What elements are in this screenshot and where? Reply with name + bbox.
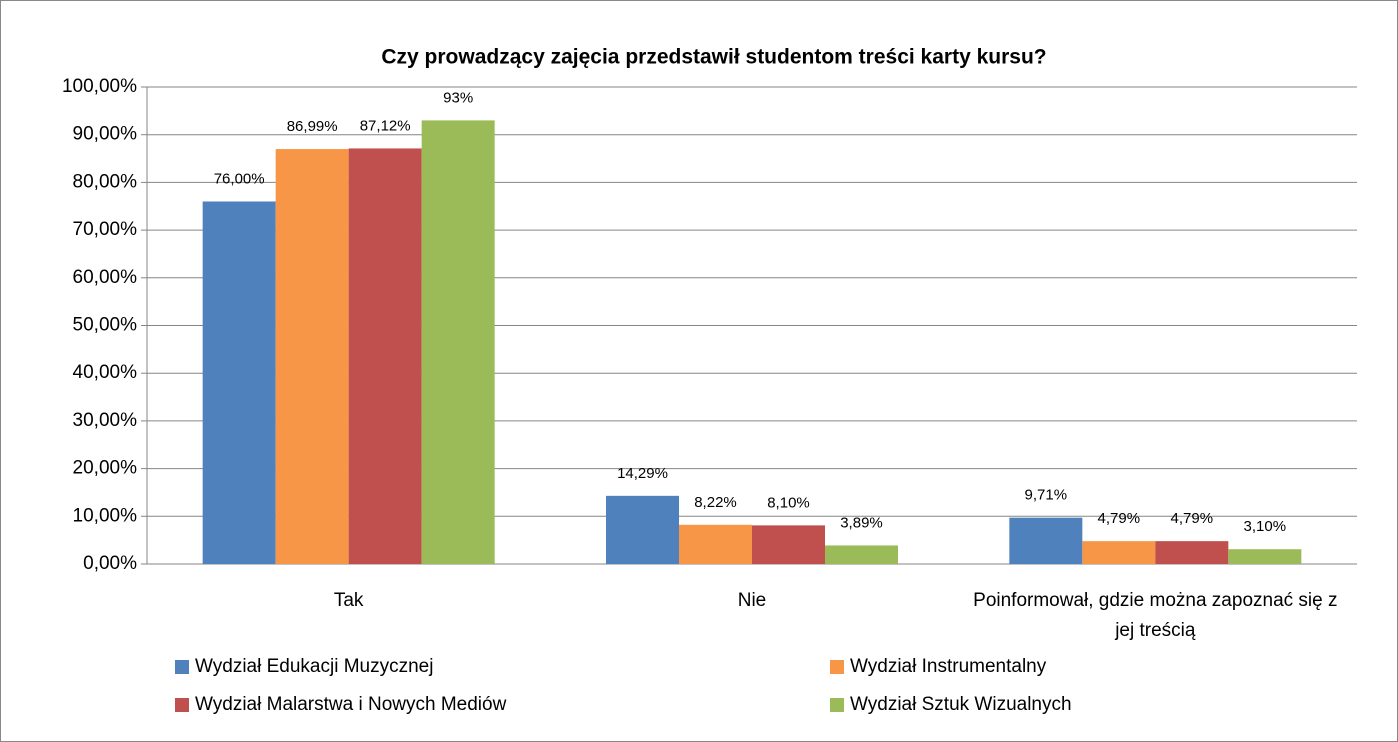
- bar: [679, 524, 752, 564]
- legend-swatch: [175, 660, 189, 674]
- bar: [752, 525, 825, 564]
- legend-swatch: [175, 698, 189, 712]
- bar: [202, 201, 276, 565]
- x-tick-label: Tak: [333, 590, 364, 611]
- y-tick-label: 10,00%: [73, 505, 138, 526]
- y-tick-label: 90,00%: [73, 124, 138, 145]
- y-tick-label: 40,00%: [73, 362, 138, 383]
- y-tick-label: 80,00%: [73, 171, 138, 192]
- legend-label: Wydział Instrumentalny: [850, 656, 1047, 677]
- bar: [1228, 549, 1302, 564]
- data-label: 86,99%: [287, 118, 338, 135]
- y-tick-label: 60,00%: [73, 267, 138, 288]
- data-label: 14,29%: [617, 465, 668, 482]
- y-tick-label: 30,00%: [73, 410, 138, 431]
- legend-label: Wydział Sztuk Wizualnych: [850, 694, 1072, 715]
- legend-label: Wydział Edukacji Muzycznej: [195, 656, 433, 677]
- legend-swatch: [830, 698, 844, 712]
- data-label: 4,79%: [1171, 510, 1214, 527]
- y-tick-label: 100,00%: [62, 76, 137, 97]
- bar: [825, 545, 898, 564]
- data-label: 76,00%: [214, 170, 265, 187]
- bar: [348, 148, 422, 564]
- bar: [1155, 541, 1229, 564]
- legend-label: Wydział Malarstwa i Nowych Mediów: [195, 694, 507, 715]
- data-label: 4,79%: [1098, 510, 1141, 527]
- y-tick-label: 50,00%: [73, 315, 138, 336]
- y-tick-label: 70,00%: [73, 219, 138, 240]
- chart-title: Czy prowadzący zajęcia przedstawił stude…: [381, 46, 1046, 69]
- bar: [606, 495, 679, 564]
- data-label: 9,71%: [1025, 487, 1068, 504]
- data-label: 8,10%: [767, 494, 810, 511]
- y-tick-label: 0,00%: [83, 553, 137, 574]
- data-label: 3,10%: [1244, 518, 1287, 535]
- y-tick-label: 20,00%: [73, 458, 138, 479]
- data-label: 3,89%: [840, 514, 883, 531]
- data-label: 93%: [443, 89, 473, 106]
- legend-swatch: [830, 660, 844, 674]
- bar: [421, 120, 495, 564]
- bar: [1082, 541, 1156, 564]
- x-tick-label: Poinformował, gdzie można zapoznać się z…: [973, 590, 1338, 641]
- bar: [1009, 517, 1083, 564]
- data-label: 8,22%: [694, 494, 737, 511]
- data-label: 87,12%: [360, 117, 411, 134]
- x-tick-label: Nie: [737, 590, 767, 611]
- bar: [275, 149, 349, 565]
